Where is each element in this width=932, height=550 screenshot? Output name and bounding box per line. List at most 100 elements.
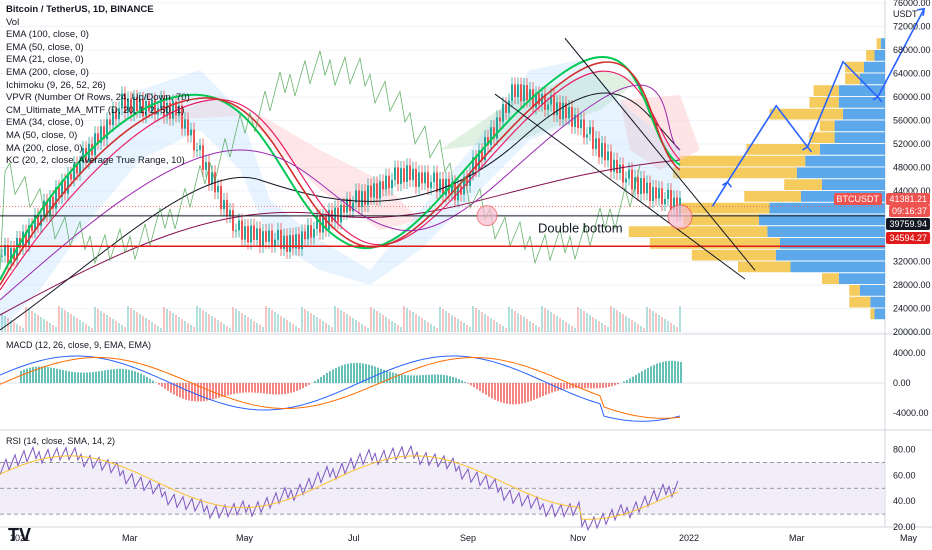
candle-body <box>658 188 660 199</box>
macd-histogram-bar <box>425 374 427 383</box>
macd-histogram-bar <box>641 371 643 383</box>
candle-body <box>673 197 675 210</box>
macd-histogram-bar <box>215 383 217 399</box>
price-tick-label: 48000.00 <box>893 163 931 173</box>
time-axis-label: May <box>900 533 918 543</box>
candle-body <box>631 169 633 190</box>
candle-body <box>373 183 375 198</box>
vpvr-bar-down <box>822 273 839 284</box>
volume-bar <box>502 326 504 332</box>
candle-body <box>142 99 144 117</box>
macd-label[interactable]: MACD (12, 26, close, 9, EMA, EMA) <box>6 340 152 350</box>
macd-histogram-bar <box>497 383 499 402</box>
volume-bar <box>556 316 558 332</box>
macd-histogram-bar <box>182 383 184 399</box>
macd-histogram-bar <box>554 383 556 392</box>
volume-bar <box>604 325 606 332</box>
volume-bar <box>577 307 579 332</box>
macd-histogram-bar <box>380 368 382 383</box>
volume-bar <box>376 311 378 332</box>
channel-line-lower <box>494 93 746 280</box>
volume-bar <box>313 315 315 332</box>
volume-bar <box>157 326 159 332</box>
macd-histogram-bar <box>269 383 271 395</box>
macd-histogram-bar <box>545 383 547 395</box>
legend-ichimoku[interactable]: Ichimoku (9, 26, 52, 26) <box>6 79 106 91</box>
volume-bar <box>130 308 132 332</box>
volume-bar <box>643 328 645 332</box>
candle-body <box>589 127 591 135</box>
volume-bar <box>529 321 531 332</box>
candle-body <box>388 175 390 189</box>
macd-histogram-bar <box>98 371 100 383</box>
volume-bar <box>304 309 306 332</box>
vpvr-bar-up <box>859 285 885 296</box>
volume-bar <box>346 314 348 332</box>
macd-histogram-bar <box>305 383 307 387</box>
macd-histogram-bar <box>56 368 58 383</box>
candle-body <box>103 126 105 140</box>
volume-bar <box>55 327 57 332</box>
legend-ema-34[interactable]: EMA (34, close, 0) <box>6 117 84 129</box>
candle-body <box>277 229 279 240</box>
candle-body <box>439 178 441 192</box>
volume-bar <box>67 312 69 332</box>
legend-cm-ultimate[interactable]: CM_Ultimate_MA_MTF (D, 20, 1, 2, 50, 1) <box>6 104 185 116</box>
macd-histogram-bar <box>623 381 625 383</box>
legend-ma-200[interactable]: MA (200, close, 0) <box>6 142 83 154</box>
candle-body <box>283 235 285 249</box>
vpvr-bar-up <box>859 73 885 85</box>
rsi-label[interactable]: RSI (14, close, SMA, 14, 2) <box>6 436 116 446</box>
volume-bar <box>640 326 642 332</box>
volume-bar <box>508 307 510 332</box>
volume-bar <box>256 323 258 332</box>
legend-ema-200[interactable]: EMA (200, close, 0) <box>6 66 89 78</box>
legend-ema-21[interactable]: EMA (21, close, 0) <box>6 54 84 66</box>
legend-ema-100[interactable]: EMA (100, close, 0) <box>6 29 89 41</box>
volume-bar <box>511 309 513 332</box>
macd-histogram-bar <box>275 383 277 395</box>
legend-ema-50[interactable]: EMA (50, close, 0) <box>6 41 84 53</box>
volume-bar <box>277 314 279 332</box>
volume-bar <box>526 319 528 332</box>
candle-body <box>199 145 201 150</box>
volume-bar <box>31 311 33 332</box>
vpvr-bar-down <box>845 73 860 85</box>
candle-body <box>616 159 618 174</box>
macd-histogram-bar <box>659 362 661 383</box>
volume-bar <box>268 308 270 332</box>
macd-histogram-bar <box>467 383 469 384</box>
legend-vol[interactable]: Vol <box>6 16 20 28</box>
macd-histogram-bar <box>404 374 406 383</box>
macd-histogram-bar <box>80 372 82 383</box>
volume-bar <box>658 315 660 332</box>
volume-bar <box>100 311 102 332</box>
candle-body <box>256 228 258 240</box>
candle-body <box>61 180 63 197</box>
volume-bar <box>52 325 54 332</box>
candle-body <box>562 102 564 120</box>
candle-body <box>235 230 237 232</box>
candle-body <box>382 181 384 190</box>
legend-kc[interactable]: KC (20, 2, close, Average True Range, 10… <box>6 155 185 167</box>
candle-body <box>10 247 12 264</box>
candle-body <box>514 84 516 98</box>
vpvr-bar-down <box>738 261 791 273</box>
vpvr-bar-up <box>870 296 885 308</box>
candle-body <box>97 133 99 143</box>
volume-bar <box>325 323 327 332</box>
candle-body <box>430 182 432 188</box>
vpvr-bar-up <box>790 261 885 273</box>
volume-bar <box>469 327 471 332</box>
candle-body <box>232 210 234 231</box>
legend-vpvr[interactable]: VPVR (Number Of Rows, 24, Up/Down, 70) <box>6 92 190 104</box>
macd-histogram-bar <box>557 383 559 391</box>
macd-histogram-bar <box>197 383 199 402</box>
volume-bar <box>652 311 654 332</box>
legend-ma-50[interactable]: MA (50, close, 0) <box>6 129 78 141</box>
vpvr-bar-down <box>744 191 801 202</box>
macd-histogram-bar <box>278 383 280 395</box>
macd-histogram-bar <box>260 383 262 394</box>
volume-bar <box>97 309 99 332</box>
